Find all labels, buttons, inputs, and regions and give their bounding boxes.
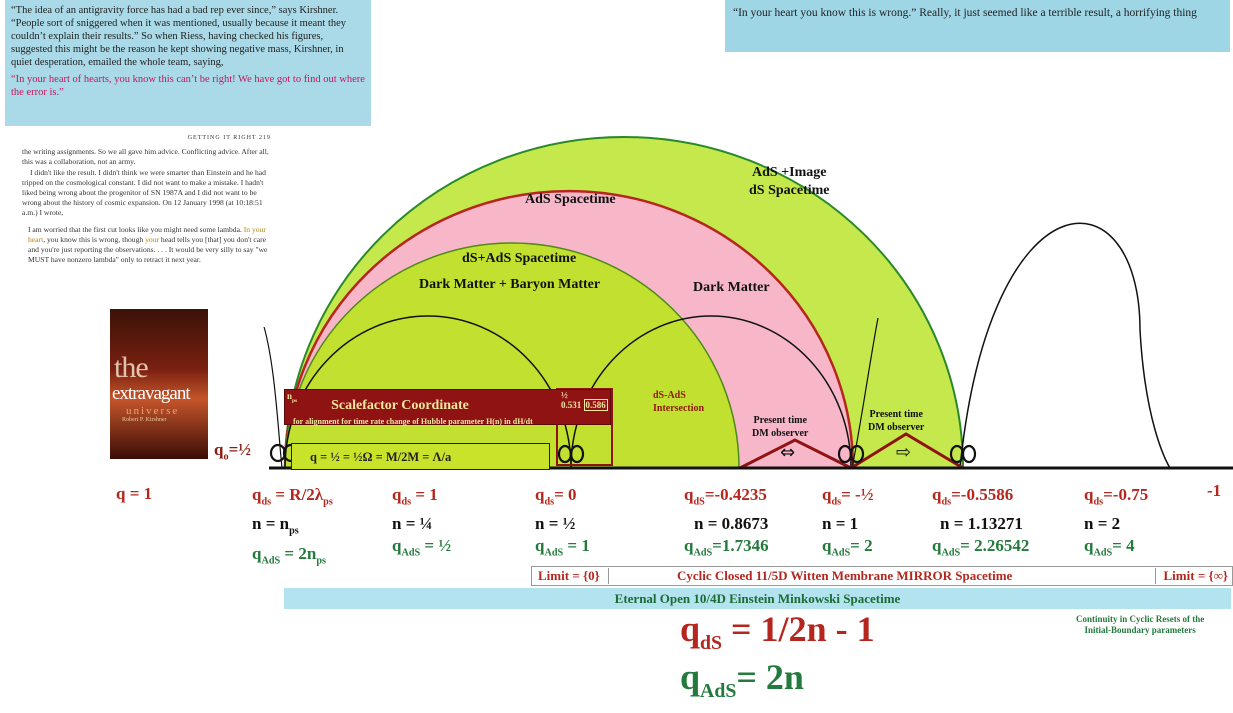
book-cover-image: the extravagant universe Robert P. Kirsh… bbox=[110, 309, 208, 459]
arc-right-bell bbox=[959, 222, 1171, 469]
book-cover-title: extravagant bbox=[112, 383, 191, 404]
book-quote-c: head tells you [that] you don't care and… bbox=[28, 234, 268, 265]
limit-right: Limit = {∞} bbox=[1154, 568, 1228, 584]
scalefactor-box: nps Scalefactor Coordinate for alignment… bbox=[284, 389, 611, 426]
q0-label: qo=½ bbox=[214, 440, 251, 463]
present-time-label-1: Present time DM observer bbox=[752, 415, 809, 439]
quote-top-left-highlight: “In your heart of hearts, you know this … bbox=[11, 74, 365, 98]
scalefactor-subtitle: for alignment for time rate change of Hu… bbox=[293, 417, 533, 426]
ds-ads-spacetime-label: dS+AdS Spacetime bbox=[462, 251, 577, 266]
book-quote-a: I am worried that the first cut looks li… bbox=[28, 224, 242, 234]
left-thin-curve bbox=[261, 319, 283, 469]
col-q1: q = 1 bbox=[116, 484, 153, 503]
quote-top-right: “In your heart you know this is wrong.” … bbox=[725, 0, 1230, 52]
right-arrow: ⇨ bbox=[896, 442, 911, 463]
book-page-quote: I am worried that the first cut looks li… bbox=[22, 225, 271, 266]
double-arrow: ⇔ bbox=[780, 442, 795, 463]
col-n-1: qds= -½ n = 1 qAdS= 2 bbox=[822, 485, 874, 559]
dark-baryon-label: Dark Matter + Baryon Matter bbox=[419, 277, 601, 292]
book-page-header: GETTING IT RIGHT 219 bbox=[187, 135, 271, 141]
ads-spacetime-label: AdS Spacetime bbox=[525, 192, 616, 207]
ds-ads-intersection-label: dS-AdS Intersection bbox=[653, 390, 705, 414]
book-cover-the: the bbox=[114, 351, 149, 384]
quote-top-left-text: “The idea of an antigravity force has ha… bbox=[11, 5, 347, 68]
scalefactor-title: Scalefactor Coordinate bbox=[331, 398, 469, 413]
present-time-triangle-2 bbox=[850, 432, 964, 470]
book-quote-highlight-2: your bbox=[145, 234, 159, 244]
equation-box: q = ½ = ½Ω = M/2M = Λ/a bbox=[291, 443, 550, 470]
col-n-quarter: qds = 1 n = ¼ qAdS = ½ bbox=[392, 485, 452, 559]
cyclic-label: Cyclic Closed 11/5D Witten Membrane MIRR… bbox=[677, 568, 1013, 583]
book-cover-subtitle: universe bbox=[126, 405, 180, 417]
n-ps-label: nps bbox=[287, 391, 298, 404]
quote-top-left: “The idea of an antigravity force has ha… bbox=[5, 0, 371, 126]
dark-matter-label: Dark Matter bbox=[693, 280, 770, 295]
col-n-2: qds=-0.75 n = 2 qAdS= 4 bbox=[1084, 485, 1149, 559]
cyclic-bar: Limit = {0} Cyclic Closed 11/5D Witten M… bbox=[531, 566, 1233, 586]
eternal-bar: Eternal Open 10/4D Einstein Minkowski Sp… bbox=[284, 588, 1231, 609]
book-quote-b: , you know this is wrong, though bbox=[43, 234, 146, 244]
continuity-note: Continuity in Cyclic Resets of the Initia… bbox=[1076, 614, 1205, 635]
ads-image-label: AdS +Image dS Spacetime bbox=[749, 165, 830, 198]
book-quote-highlight-1: In your heart bbox=[28, 224, 266, 244]
col-n-08673: qdS=-0.4235 n = 0.8673 qAdS=1.7346 bbox=[684, 485, 769, 559]
scalefactor-values: ½ 0.531 0.586 bbox=[561, 390, 608, 411]
book-page-para1: the writing assignments. So we all gave … bbox=[22, 147, 269, 167]
formula-qads: qAdS= 2n bbox=[680, 657, 804, 703]
book-page: GETTING IT RIGHT 219 the writing assignm… bbox=[14, 127, 279, 327]
book-cover-author: Robert P. Kirshner bbox=[122, 417, 167, 423]
col-minus1: -1 bbox=[1207, 481, 1222, 500]
col-n-half: qds= 0 n = ½ qAdS = 1 bbox=[535, 485, 590, 559]
present-time-label-2: Present time DM observer bbox=[868, 409, 925, 433]
book-page-para2: I didn't like the result. I didn't think… bbox=[22, 167, 266, 218]
col-nps: qds = R/2λps n = nps qAdS = 2nps bbox=[252, 485, 333, 567]
quote-top-right-text: “In your heart you know this is wrong.” … bbox=[733, 7, 1197, 19]
formula-qds: qdS = 1/2n - 1 bbox=[680, 609, 875, 655]
col-n-113271: qds=-0.5586 n = 1.13271 qAdS= 2.26542 bbox=[932, 485, 1030, 559]
limit-left: Limit = {0} bbox=[538, 568, 609, 584]
present-time-triangle-1 bbox=[739, 438, 852, 470]
right-thin-curve bbox=[851, 317, 879, 469]
